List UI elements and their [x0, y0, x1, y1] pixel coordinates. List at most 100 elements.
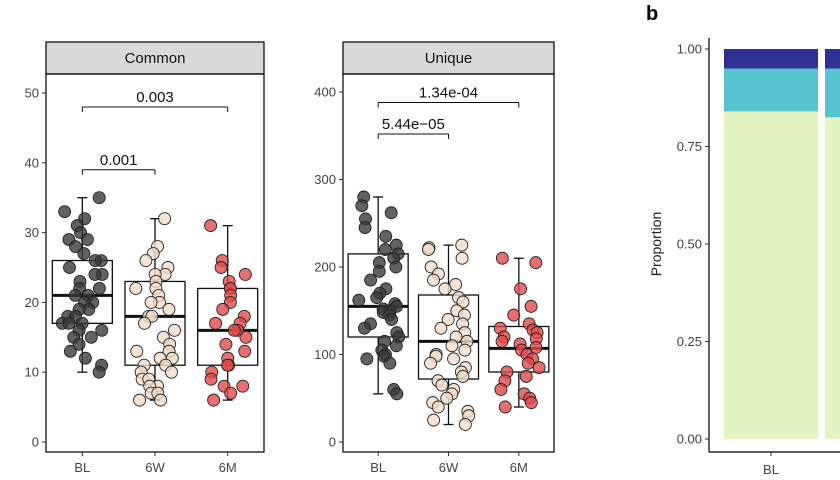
comparison-bracket: 0.001 — [81, 152, 156, 175]
data-point — [239, 330, 253, 344]
data-point — [58, 205, 72, 219]
p-value-label: 0.001 — [100, 152, 138, 169]
y-tick-label: 300 — [314, 172, 336, 187]
p-value-label: 5.44e−05 — [382, 116, 445, 133]
data-point — [214, 261, 228, 274]
data-point — [389, 339, 403, 353]
x-tick-label: 6W — [145, 460, 165, 475]
data-point — [227, 323, 241, 337]
data-point — [221, 358, 235, 372]
data-point — [154, 393, 168, 407]
data-point — [63, 261, 76, 274]
data-point — [498, 400, 512, 414]
data-point — [383, 356, 397, 370]
y-tick-label: 0 — [329, 435, 336, 450]
data-point — [84, 330, 98, 344]
x-tick-label: BL — [370, 460, 386, 475]
data-point — [138, 316, 151, 330]
x-tick-label: 6M — [219, 460, 237, 475]
y-tick-label: 0.25 — [677, 334, 702, 349]
data-point — [364, 273, 378, 287]
p-value-label: 0.003 — [136, 89, 174, 106]
bar-BL — [724, 49, 818, 440]
data-point — [447, 352, 461, 366]
data-point — [440, 391, 454, 405]
bar-segment — [825, 68, 840, 118]
data-point — [435, 378, 449, 392]
bar-segment — [724, 68, 818, 112]
data-point — [63, 344, 77, 358]
data-point — [384, 206, 398, 220]
y-tick-label: 400 — [314, 85, 336, 100]
data-point — [130, 344, 144, 358]
y-tick-label: 200 — [314, 260, 336, 275]
panel-unique-boxplot: Unique 0 100 200 300 400 BL 6W 6M 5.44e−05 1.34e-0… — [314, 41, 555, 475]
x-tick-label: BL — [763, 462, 779, 477]
data-point — [238, 268, 252, 281]
data-point — [358, 321, 371, 335]
y-tick-label: 10 — [25, 365, 39, 380]
data-point — [455, 251, 469, 265]
data-point — [427, 413, 441, 427]
p-value-label: 1.34e-04 — [419, 85, 478, 102]
data-point — [162, 302, 176, 316]
data-point — [209, 316, 223, 330]
box-iqr — [347, 253, 409, 338]
box-iqr — [417, 294, 480, 380]
data-point — [204, 219, 218, 233]
data-point — [378, 243, 392, 256]
data-point — [92, 191, 106, 205]
data-point — [88, 268, 102, 281]
y-tick-label: 40 — [25, 155, 39, 170]
data-point — [427, 273, 440, 287]
data-point — [352, 293, 366, 307]
points-BL — [55, 191, 109, 379]
data-point — [77, 247, 91, 260]
data-point — [370, 291, 384, 305]
strip-title: Common — [125, 50, 186, 67]
data-point — [445, 339, 459, 353]
bar-segment — [825, 49, 840, 69]
x-tick-label: 6M — [510, 460, 528, 475]
data-point — [495, 334, 509, 348]
panel-common-boxplot: Common 0 10 20 30 40 50 BL 6W 6M 0.001 0.003 — [25, 41, 265, 475]
data-point — [62, 316, 76, 330]
data-point — [92, 281, 106, 295]
data-point — [455, 238, 469, 252]
data-point — [360, 352, 374, 366]
data-point — [434, 321, 448, 335]
data-point — [133, 393, 147, 407]
data-point — [514, 282, 528, 296]
y-tick-label: 0.00 — [677, 432, 702, 447]
x-tick-label: BL — [74, 460, 90, 475]
data-point — [144, 295, 158, 309]
bar-segment — [724, 111, 818, 440]
panel-b-stacked-bar: b 0.00 0.25 0.50 0.75 1.00 Proportion BL — [646, 3, 840, 477]
data-point — [456, 369, 470, 383]
data-point — [458, 343, 472, 357]
data-point — [168, 323, 181, 337]
comparison-bracket: 1.34e-04 — [377, 85, 520, 108]
data-point — [355, 199, 369, 213]
data-point — [519, 369, 533, 383]
data-point — [129, 281, 143, 295]
strip-header — [45, 41, 265, 75]
data-point — [379, 229, 393, 243]
data-point — [207, 393, 221, 407]
y-tick-label: 0.75 — [677, 139, 702, 154]
data-point — [68, 288, 82, 302]
y-tick-label: 30 — [25, 225, 39, 240]
data-point — [385, 313, 399, 326]
data-point — [524, 396, 538, 410]
data-point — [139, 254, 153, 267]
y-tick-label: 0 — [32, 435, 39, 450]
data-point — [438, 282, 452, 296]
data-point — [219, 337, 233, 351]
points-BL — [352, 190, 406, 401]
data-point — [390, 387, 404, 401]
data-point — [529, 256, 543, 270]
x-tick-label: 6W — [439, 460, 459, 475]
data-point — [389, 260, 403, 274]
data-point — [88, 254, 102, 267]
data-point — [532, 361, 546, 375]
